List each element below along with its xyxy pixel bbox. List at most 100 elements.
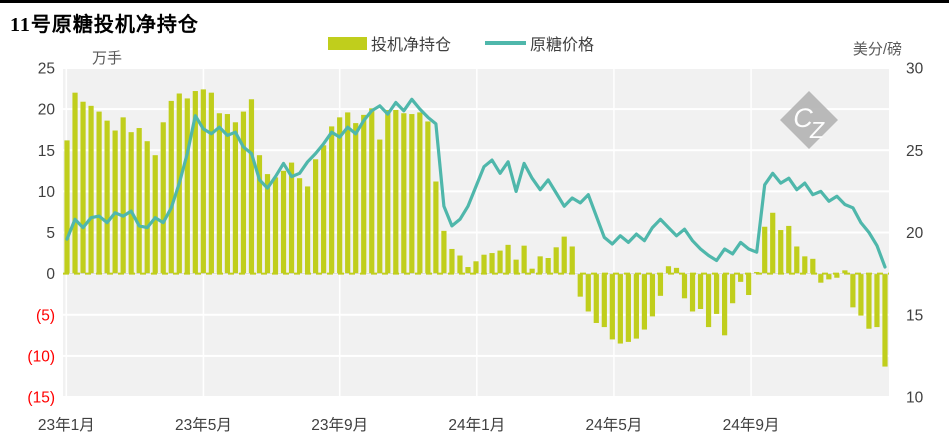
svg-text:Z: Z — [809, 117, 825, 143]
bar — [738, 273, 744, 282]
svg-text:30: 30 — [906, 61, 924, 78]
left-axis-ticks: 25 20 15 10 5 0 (5) (10) (15) — [27, 61, 55, 407]
bar — [521, 245, 527, 274]
bar — [609, 273, 615, 340]
bar — [649, 273, 656, 317]
bar — [401, 113, 407, 274]
bar — [489, 253, 495, 274]
bar — [200, 89, 206, 274]
svg-text:23年1月: 23年1月 — [38, 416, 95, 434]
bar — [329, 126, 335, 274]
bar — [866, 273, 872, 329]
bar — [192, 91, 198, 274]
bar — [545, 258, 551, 274]
svg-text:15: 15 — [906, 307, 923, 324]
svg-text:24年9月: 24年9月 — [723, 416, 780, 434]
bar — [232, 122, 239, 274]
bar — [88, 105, 94, 274]
svg-text:20: 20 — [38, 102, 56, 119]
bar — [705, 273, 712, 328]
bar — [272, 177, 279, 274]
svg-text:C: C — [793, 103, 813, 133]
bar — [417, 112, 423, 274]
bar — [850, 273, 856, 308]
bar — [810, 258, 816, 274]
svg-text:10: 10 — [38, 184, 56, 201]
svg-text:5: 5 — [46, 225, 55, 242]
bar — [746, 273, 752, 296]
bar — [160, 122, 166, 274]
bar — [361, 114, 367, 274]
net-position-swatch — [328, 36, 367, 50]
bar — [441, 230, 447, 274]
bar — [168, 100, 174, 274]
bar — [681, 273, 688, 299]
bar — [818, 273, 824, 283]
bar — [128, 132, 134, 274]
bar — [240, 111, 247, 274]
bar — [842, 270, 848, 274]
bar — [409, 114, 415, 274]
bar — [369, 108, 375, 274]
bar — [321, 145, 327, 274]
svg-text:23年9月: 23年9月 — [311, 416, 368, 434]
bar — [529, 268, 535, 274]
bar — [449, 248, 455, 274]
bar — [722, 273, 728, 336]
bar — [617, 273, 623, 344]
net-position-label: 投机净持仓 — [371, 37, 452, 54]
bar — [826, 273, 832, 280]
bar — [296, 178, 303, 274]
bar — [377, 139, 383, 274]
legend-item-price: 原糖价格 — [485, 31, 594, 55]
bar — [337, 117, 343, 274]
bar — [457, 255, 463, 274]
bar — [248, 99, 255, 274]
bar — [96, 111, 102, 274]
price-label: 原糖价格 — [530, 37, 595, 54]
bar — [778, 230, 784, 274]
svg-text:10: 10 — [906, 390, 924, 407]
right-axis-unit: 美分/磅 — [852, 41, 902, 58]
bar — [874, 273, 880, 328]
bar — [136, 128, 142, 274]
page-title: 11号原糖投机净持仓 — [10, 14, 199, 36]
price-line-swatch — [485, 41, 527, 45]
legend: 投机净持仓 原糖价格 — [328, 31, 594, 55]
bar — [280, 170, 287, 274]
legend-item-net-position: 投机净持仓 — [328, 31, 451, 55]
bar — [633, 273, 639, 339]
bar — [505, 244, 511, 274]
bar — [481, 254, 487, 274]
bar — [713, 273, 720, 314]
bar — [802, 256, 808, 274]
svg-text:15: 15 — [38, 143, 55, 160]
left-axis-unit: 万手 — [92, 50, 123, 67]
bar — [353, 123, 359, 274]
bar — [465, 267, 471, 274]
bar — [112, 130, 118, 274]
bar — [288, 162, 295, 274]
bar — [601, 273, 607, 328]
bar — [641, 273, 648, 330]
bar — [264, 174, 271, 274]
svg-text:25: 25 — [906, 143, 923, 160]
svg-text:23年5月: 23年5月 — [175, 416, 232, 434]
price-line — [65, 97, 887, 269]
bar — [625, 273, 631, 342]
bar — [80, 101, 86, 274]
bar — [393, 109, 399, 274]
bar — [665, 266, 672, 274]
bar — [786, 225, 792, 274]
x-axis-ticks: 23年1月 23年5月 23年9月 24年1月 24年5月 24年9月 — [38, 416, 780, 434]
bar — [834, 273, 840, 278]
bar — [585, 273, 591, 312]
bar — [730, 273, 736, 304]
svg-text:(10): (10) — [27, 348, 55, 365]
bar — [673, 267, 680, 274]
bar — [385, 109, 391, 274]
top-border — [0, 0, 949, 3]
bar — [561, 236, 567, 274]
